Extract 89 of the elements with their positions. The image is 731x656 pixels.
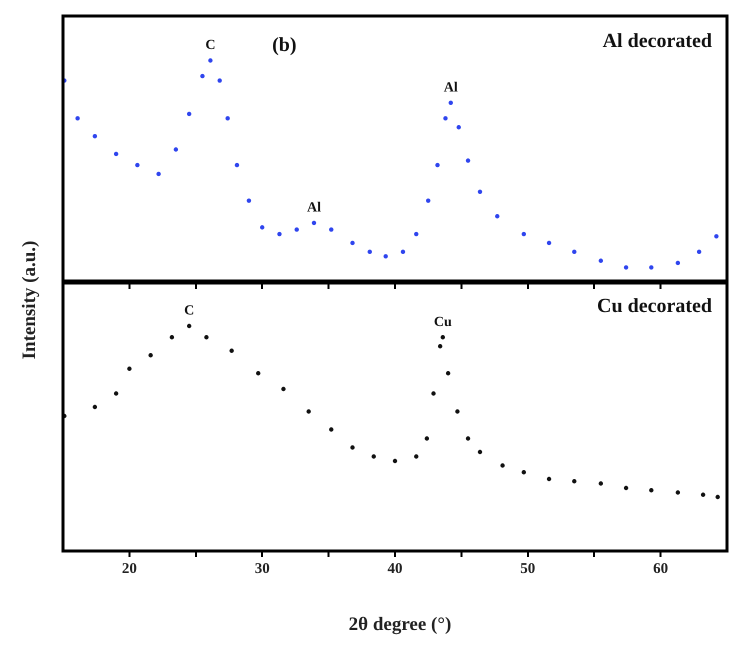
point — [478, 190, 482, 194]
point — [75, 116, 80, 121]
point — [294, 227, 299, 232]
x-tick-label: 50 — [520, 560, 536, 577]
point — [306, 409, 311, 414]
point — [260, 225, 264, 230]
point — [700, 492, 706, 497]
point — [170, 335, 174, 340]
point — [716, 494, 720, 500]
point — [186, 324, 192, 328]
point — [426, 198, 430, 203]
point — [256, 371, 260, 376]
point — [174, 147, 178, 152]
point — [424, 436, 430, 441]
point — [218, 78, 222, 83]
point — [522, 232, 526, 236]
point — [329, 227, 334, 232]
point — [281, 386, 286, 392]
point — [455, 409, 460, 414]
point — [598, 258, 604, 263]
point — [234, 162, 240, 168]
point — [229, 348, 234, 353]
point — [225, 116, 230, 121]
point — [649, 265, 654, 270]
point — [392, 458, 398, 464]
point — [435, 162, 440, 168]
x-tick-label: 60 — [653, 560, 668, 577]
point — [204, 335, 209, 340]
annotation: C — [205, 38, 216, 54]
x-tick-label: 20 — [122, 560, 137, 577]
point — [92, 404, 98, 410]
annotation: Al — [306, 200, 322, 216]
annotation: Cu — [434, 314, 452, 330]
point — [714, 234, 719, 238]
point — [438, 344, 442, 348]
annotation: C — [184, 304, 194, 319]
point — [649, 488, 654, 492]
point — [372, 454, 376, 459]
point — [186, 112, 192, 116]
point — [546, 240, 552, 246]
x-tick-label: 40 — [388, 560, 402, 577]
x-axis-title: 2θ degree (°) — [348, 614, 452, 636]
point — [572, 250, 576, 254]
point — [368, 250, 372, 254]
point — [92, 134, 98, 138]
text: Cu decorated — [597, 295, 712, 318]
point — [446, 371, 450, 376]
point — [572, 479, 576, 484]
point — [696, 250, 702, 254]
point — [495, 214, 500, 218]
point — [350, 445, 355, 450]
point — [448, 100, 453, 105]
point — [246, 198, 252, 203]
point — [478, 450, 482, 454]
x-tick-label: 30 — [254, 560, 270, 577]
point — [676, 260, 680, 266]
text: Al decorated — [602, 30, 712, 52]
text: (b) — [272, 34, 297, 56]
y-axis-title: Intensity (a.u.) — [19, 240, 41, 360]
point — [135, 162, 140, 168]
point — [350, 240, 355, 246]
point — [329, 427, 334, 432]
point — [414, 232, 418, 236]
point — [277, 232, 282, 236]
point — [200, 74, 205, 78]
point — [414, 454, 418, 459]
point — [148, 353, 153, 358]
point — [127, 366, 132, 371]
point — [522, 470, 526, 474]
point — [431, 391, 436, 396]
point — [466, 436, 470, 441]
point — [466, 158, 470, 163]
point — [114, 152, 118, 156]
point — [443, 116, 448, 121]
point — [624, 486, 628, 490]
point — [156, 172, 161, 176]
point — [400, 250, 406, 254]
point — [676, 490, 680, 495]
point — [456, 125, 461, 130]
point — [114, 391, 118, 396]
point — [598, 481, 604, 486]
point — [384, 254, 388, 258]
point — [624, 265, 628, 270]
point — [208, 58, 213, 63]
point — [546, 476, 552, 482]
point — [312, 220, 316, 226]
annotation: Al — [444, 80, 458, 96]
point — [500, 463, 505, 468]
point — [440, 335, 446, 340]
